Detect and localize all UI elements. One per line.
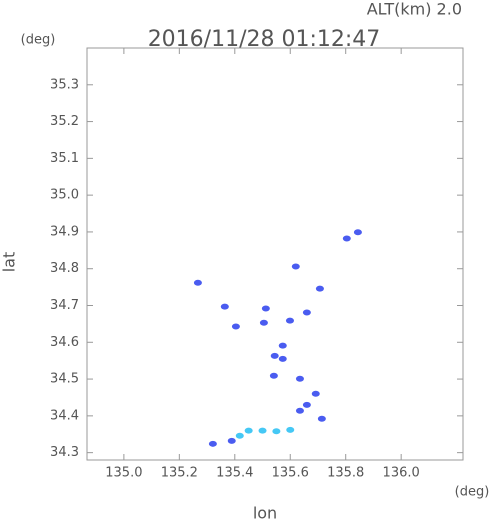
echo [317, 415, 326, 422]
echo [244, 427, 253, 434]
y-tick-label: 35.3 [50, 77, 79, 92]
x-tick-label: 136.0 [383, 466, 420, 481]
echo [270, 352, 279, 359]
y-tick-label: 35.1 [50, 151, 79, 166]
echo [278, 342, 287, 349]
y-unit: (deg) [21, 33, 56, 48]
altitude: ALT(km) 2.0 [367, 0, 462, 19]
x-tick-label: 135.8 [327, 466, 364, 481]
echo [295, 407, 304, 414]
y-tick-label: 34.3 [50, 445, 79, 460]
echo [285, 317, 294, 324]
y-axis-label: lat [0, 252, 19, 273]
y-tick-label: 34.5 [50, 372, 79, 387]
y-tick-label: 34.8 [50, 261, 79, 276]
echo [208, 440, 217, 447]
echo [302, 309, 311, 316]
y-tick-label: 34.9 [50, 224, 79, 239]
echo [278, 355, 287, 362]
echo [295, 375, 304, 382]
plot-frame [86, 47, 464, 461]
y-tick-label: 34.6 [50, 335, 79, 350]
echo [227, 437, 236, 444]
x-unit: (deg) [455, 485, 490, 500]
echo [311, 390, 320, 397]
x-tick-label: 135.2 [161, 466, 198, 481]
echo [353, 229, 362, 236]
y-tick-label: 35.0 [50, 188, 79, 203]
echo [258, 427, 267, 434]
echo [259, 319, 268, 326]
x-tick-label: 135.4 [216, 466, 253, 481]
x-tick-label: 135.0 [105, 466, 142, 481]
echo [220, 303, 229, 310]
echo [231, 323, 240, 330]
echo [272, 428, 281, 435]
y-tick-label: 35.2 [50, 114, 79, 129]
echo [302, 401, 311, 408]
echo [342, 235, 351, 242]
y-tick-label: 34.4 [50, 408, 79, 423]
y-tick-label: 34.7 [50, 298, 79, 313]
echo [315, 285, 324, 292]
echo [291, 263, 300, 270]
x-axis-label: lon [253, 504, 277, 521]
echo [235, 432, 244, 439]
echo [261, 305, 270, 312]
echo [269, 372, 278, 379]
echo [193, 279, 202, 286]
x-tick-label: 135.6 [272, 466, 309, 481]
echo [286, 426, 295, 433]
